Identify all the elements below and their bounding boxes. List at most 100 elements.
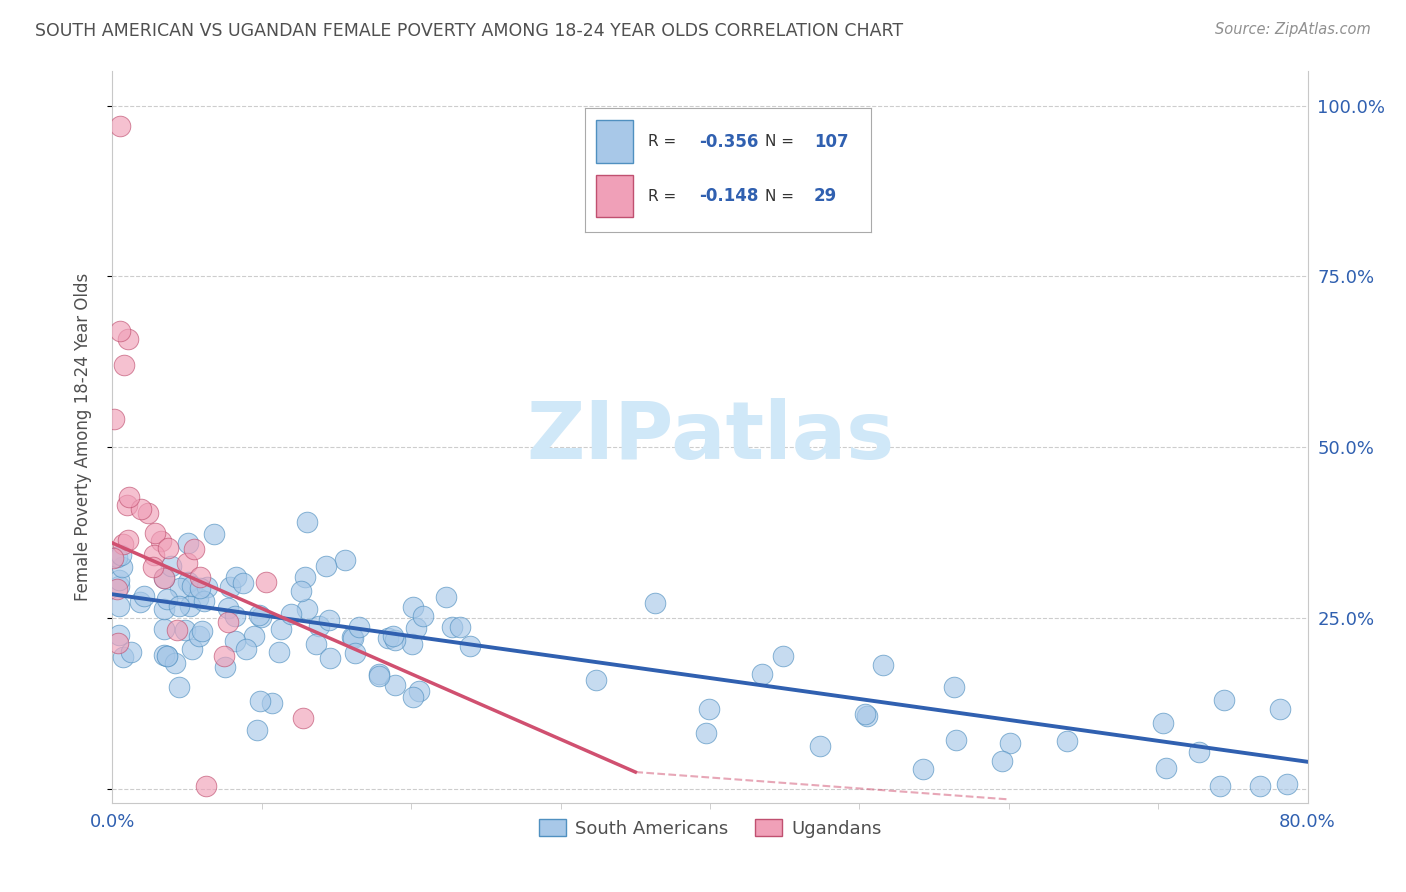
Point	[142, 559, 165, 574]
Point	[458, 639, 481, 653]
Point	[911, 762, 934, 776]
Point	[1208, 779, 1230, 793]
Point	[173, 624, 195, 638]
Point	[808, 739, 831, 753]
Point	[998, 736, 1021, 750]
Point	[270, 623, 292, 637]
Point	[108, 324, 131, 338]
Point	[165, 656, 187, 670]
Point	[1212, 692, 1234, 706]
Legend: South Americans, Ugandans: South Americans, Ugandans	[531, 812, 889, 845]
Point	[176, 557, 198, 571]
Point	[280, 607, 302, 621]
Point	[250, 610, 273, 624]
Point	[697, 702, 720, 716]
Point	[115, 498, 138, 512]
Point	[190, 581, 212, 595]
Point	[772, 649, 794, 664]
Point	[217, 600, 239, 615]
Point	[129, 502, 152, 516]
Point	[101, 550, 124, 565]
Point	[305, 637, 328, 651]
Point	[294, 570, 316, 584]
Point	[191, 624, 214, 639]
Point	[111, 650, 134, 665]
Point	[1270, 701, 1292, 715]
Point	[150, 534, 173, 549]
Point	[181, 579, 204, 593]
Point	[333, 553, 356, 567]
Point	[107, 636, 129, 650]
Point	[156, 649, 179, 664]
Point	[138, 506, 160, 520]
Point	[117, 533, 139, 547]
Point	[114, 359, 135, 373]
Point	[111, 537, 134, 551]
Point	[156, 648, 179, 663]
Point	[197, 580, 219, 594]
Point	[440, 620, 463, 634]
Point	[153, 622, 176, 636]
Point	[377, 631, 399, 645]
Point	[153, 571, 176, 585]
Point	[129, 595, 152, 609]
Point	[342, 630, 364, 644]
Point	[134, 589, 156, 603]
Point	[1056, 734, 1078, 748]
Point	[1152, 716, 1174, 731]
Point	[107, 574, 129, 588]
Point	[246, 723, 269, 738]
Point	[214, 660, 236, 674]
Point	[405, 621, 427, 635]
Point	[187, 591, 209, 605]
Point	[180, 642, 202, 657]
Point	[157, 541, 180, 556]
Point	[212, 649, 235, 664]
Point	[384, 678, 406, 692]
Point	[695, 725, 717, 739]
Point	[247, 608, 270, 623]
Point	[254, 574, 277, 589]
Point	[1188, 745, 1211, 759]
Point	[449, 620, 471, 634]
Point	[342, 631, 364, 645]
Point	[402, 600, 425, 615]
Point	[408, 684, 430, 698]
Point	[120, 645, 142, 659]
Point	[179, 599, 201, 613]
Point	[188, 629, 211, 643]
Point	[110, 548, 132, 562]
Point	[295, 516, 318, 530]
Text: Source: ZipAtlas.com: Source: ZipAtlas.com	[1215, 22, 1371, 37]
Point	[308, 619, 330, 633]
Point	[190, 570, 212, 584]
Point	[945, 733, 967, 747]
Point	[585, 673, 607, 688]
Point	[193, 594, 215, 608]
Text: ZIPatlas: ZIPatlas	[526, 398, 894, 476]
Point	[107, 628, 129, 642]
Point	[384, 633, 406, 648]
Point	[103, 411, 125, 425]
Point	[118, 490, 141, 504]
Point	[202, 527, 225, 541]
Point	[224, 609, 246, 624]
Point	[217, 615, 239, 629]
Point	[319, 651, 342, 665]
Y-axis label: Female Poverty Among 18-24 Year Olds: Female Poverty Among 18-24 Year Olds	[73, 273, 91, 601]
Point	[155, 591, 177, 606]
Point	[991, 754, 1014, 768]
Point	[177, 535, 200, 549]
Point	[344, 646, 367, 660]
Point	[249, 694, 271, 708]
Point	[225, 570, 247, 584]
Point	[105, 550, 128, 565]
Point	[243, 629, 266, 643]
Point	[167, 599, 190, 614]
Point	[152, 571, 174, 585]
Point	[297, 602, 319, 616]
Point	[381, 629, 404, 643]
Point	[235, 641, 257, 656]
Text: SOUTH AMERICAN VS UGANDAN FEMALE POVERTY AMONG 18-24 YEAR OLDS CORRELATION CHART: SOUTH AMERICAN VS UGANDAN FEMALE POVERTY…	[35, 22, 903, 40]
Point	[166, 623, 188, 637]
